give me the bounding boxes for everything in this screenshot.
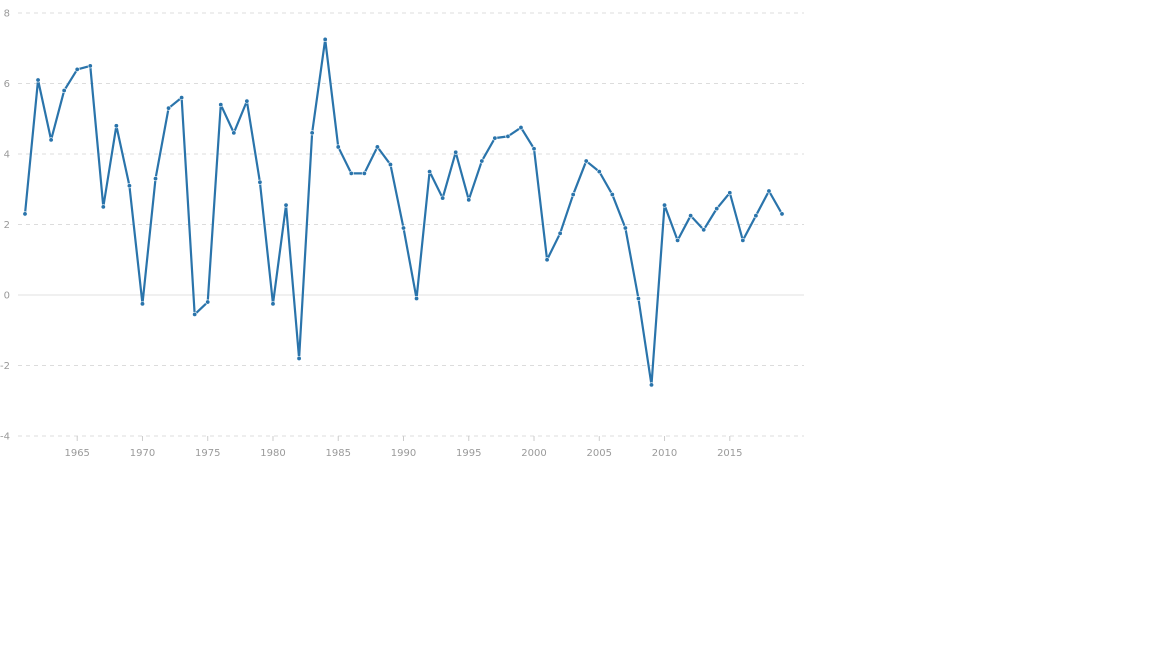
data-point[interactable]	[348, 170, 354, 176]
data-point[interactable]	[583, 158, 589, 164]
data-point[interactable]	[296, 355, 302, 361]
data-point[interactable]	[414, 296, 420, 302]
data-point[interactable]	[61, 88, 67, 94]
y-tick-label: 6	[4, 79, 10, 90]
y-tick-label: 0	[4, 291, 10, 302]
data-point[interactable]	[466, 197, 472, 203]
data-point[interactable]	[518, 125, 524, 131]
data-point[interactable]	[100, 204, 106, 210]
data-point[interactable]	[635, 296, 641, 302]
data-point[interactable]	[662, 202, 668, 208]
x-tick-label: 1965	[64, 448, 89, 459]
data-point[interactable]	[192, 311, 198, 317]
x-tick-label: 2010	[652, 448, 677, 459]
data-point[interactable]	[609, 192, 615, 198]
data-point[interactable]	[400, 225, 406, 231]
y-tick-label: -2	[0, 361, 10, 372]
data-point[interactable]	[48, 137, 54, 143]
data-point[interactable]	[479, 158, 485, 164]
x-tick-label: 1980	[260, 448, 285, 459]
data-point[interactable]	[205, 299, 211, 305]
data-point[interactable]	[531, 146, 537, 152]
data-point[interactable]	[648, 382, 654, 388]
data-point[interactable]	[387, 162, 393, 168]
x-tick-label: 1995	[456, 448, 481, 459]
x-tick-label: 1970	[130, 448, 155, 459]
y-tick-label: 2	[4, 220, 10, 231]
data-point[interactable]	[309, 130, 315, 136]
x-axis-ticks: 1965 1970 1975 1980 1985 1990 1995 2000 2005 2010…	[64, 436, 743, 459]
data-point[interactable]	[544, 257, 550, 263]
y-tick-label: 4	[4, 150, 10, 161]
data-point[interactable]	[218, 102, 224, 108]
data-point[interactable]	[166, 105, 172, 111]
data-point[interactable]	[714, 206, 720, 212]
data-point[interactable]	[22, 211, 28, 217]
data-point[interactable]	[557, 230, 563, 236]
data-point[interactable]	[779, 211, 785, 217]
y-tick-label: -4	[0, 432, 10, 443]
x-tick-label: 1990	[391, 448, 416, 459]
data-point[interactable]	[596, 169, 602, 175]
data-point[interactable]	[701, 227, 707, 233]
gridlines	[18, 12, 804, 437]
data-point[interactable]	[139, 301, 145, 307]
data-point[interactable]	[570, 192, 576, 198]
data-point[interactable]	[492, 135, 498, 141]
data-point[interactable]	[153, 176, 159, 182]
data-point[interactable]	[361, 170, 367, 176]
data-point[interactable]	[74, 66, 80, 72]
data-point[interactable]	[740, 237, 746, 243]
data-point[interactable]	[622, 225, 628, 231]
data-point[interactable]	[244, 98, 250, 104]
data-point[interactable]	[453, 149, 459, 155]
data-point[interactable]	[335, 144, 341, 150]
data-point[interactable]	[766, 188, 772, 194]
x-tick-label: 2005	[587, 448, 612, 459]
data-point[interactable]	[753, 213, 759, 219]
data-point[interactable]	[440, 195, 446, 201]
x-tick-label: 2000	[521, 448, 546, 459]
data-point[interactable]	[322, 36, 328, 42]
data-point[interactable]	[257, 179, 263, 185]
series-layer	[22, 36, 785, 388]
data-point[interactable]	[270, 301, 276, 307]
data-point[interactable]	[179, 95, 185, 101]
x-tick-label: 1985	[326, 448, 351, 459]
x-tick-label: 2015	[717, 448, 742, 459]
data-point[interactable]	[126, 183, 132, 189]
data-point[interactable]	[87, 63, 93, 69]
x-tick-label: 1975	[195, 448, 220, 459]
data-point[interactable]	[727, 190, 733, 196]
y-tick-label: 8	[4, 9, 10, 20]
data-point[interactable]	[374, 144, 380, 150]
data-point[interactable]	[675, 237, 681, 243]
data-point[interactable]	[113, 123, 119, 129]
data-point[interactable]	[688, 213, 694, 219]
y-axis-ticks: -4 -2 0 2 4 6 8	[0, 9, 10, 443]
data-point[interactable]	[427, 169, 433, 175]
data-point[interactable]	[283, 202, 289, 208]
data-point[interactable]	[231, 130, 237, 136]
series-line	[23, 38, 784, 386]
data-point[interactable]	[505, 133, 511, 139]
data-point[interactable]	[35, 77, 41, 83]
